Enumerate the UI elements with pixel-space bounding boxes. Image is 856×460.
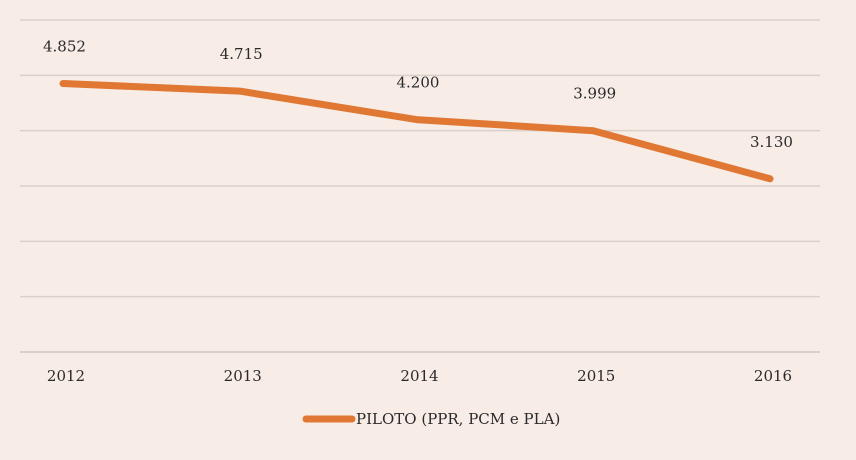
x-tick-label: 2014	[400, 367, 438, 385]
data-label: 4.200	[397, 74, 440, 92]
x-tick-label: 2015	[577, 367, 615, 385]
x-tick-label: 2012	[47, 367, 85, 385]
data-label: 3.999	[573, 85, 616, 103]
legend-label: PILOTO (PPR, PCM e PLA)	[356, 410, 560, 428]
gridlines	[20, 19, 820, 353]
series-lines	[59, 80, 774, 183]
data-label: 3.130	[750, 133, 793, 151]
legend: PILOTO (PPR, PCM e PLA)	[302, 410, 560, 428]
data-labels: 4.852 4.715 4.200 3.999 3.130	[43, 38, 793, 151]
data-label: 4.852	[43, 38, 86, 56]
data-label: 4.715	[220, 45, 263, 63]
series-line	[59, 80, 774, 183]
x-axis-tick-labels: 2012 2013 2014 2015 2016	[47, 367, 792, 385]
x-tick-label: 2013	[224, 367, 262, 385]
x-tick-label: 2016	[754, 367, 792, 385]
